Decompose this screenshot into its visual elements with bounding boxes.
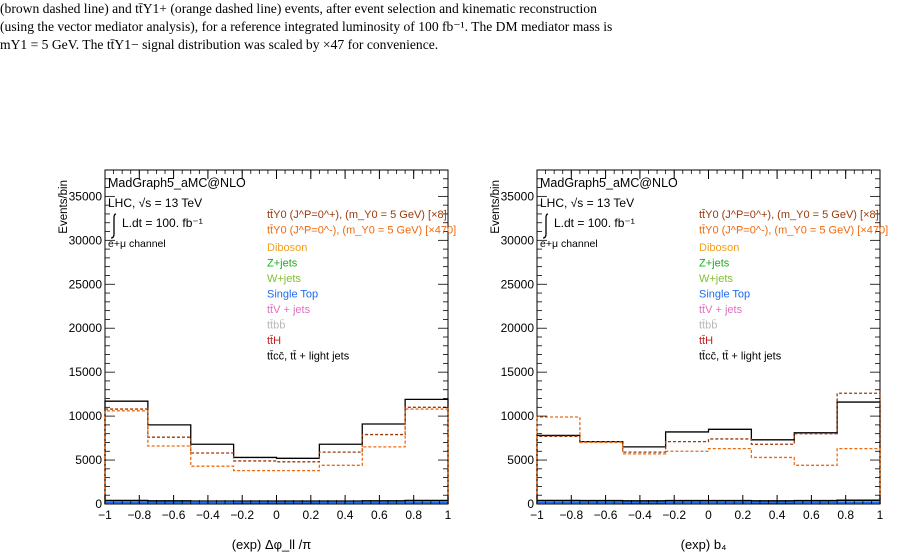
legend-entry-ttv: tt̄V + jets (267, 304, 311, 316)
y-tick-label: 15000 (69, 365, 103, 379)
info-text-0: MadGraph5_aMC@NLO (108, 176, 246, 190)
legend-entry-signal_pseudo: tt̄Y0 (J^P=0^-), (m_Y0 = 5 GeV) [×470] (699, 224, 888, 236)
y-axis-label: Events/bin (58, 180, 70, 234)
legend-entry-diboson: Diboson (699, 242, 739, 254)
background-line-ttcc (537, 500, 880, 501)
y-tick-label: 30000 (69, 233, 103, 247)
x-tick-label: −1 (530, 508, 544, 522)
x-tick-label: 1 (445, 508, 452, 522)
x-tick-label: −0.2 (230, 508, 254, 522)
integral-sign (111, 214, 116, 238)
y-tick-label: 30000 (501, 233, 535, 247)
x-tick-label: 0.2 (734, 508, 751, 522)
y-tick-label: 25000 (501, 277, 535, 291)
plot-frame (105, 170, 448, 504)
legend-entry-singletop: Single Top (267, 289, 318, 301)
y-tick-label: 10000 (69, 409, 103, 423)
info-text-3: e+μ channel (108, 238, 166, 250)
x-tick-label: −0.6 (594, 508, 618, 522)
legend-entry-tth: tt̄H (699, 335, 713, 347)
x-tick-label: 0.6 (803, 508, 820, 522)
series-signal_pseudo (537, 417, 880, 504)
legend-entry-signal_scalar: tt̄Y0 (J^P=0^+), (m_Y0 = 5 GeV) [×8] (267, 209, 447, 221)
x-tick-label: 1 (877, 508, 884, 522)
y-tick-label: 10000 (501, 409, 535, 423)
x-tick-label: −0.2 (662, 508, 686, 522)
legend-entry-zjets: Z+jets (267, 258, 298, 270)
y-tick-label: 0 (95, 497, 102, 511)
y-tick-label: 0 (527, 497, 534, 511)
legend-entry-tth: tt̄H (267, 335, 281, 347)
legend-entry-ttcc: tt̄cc̄, tt̄ + light jets (267, 350, 350, 362)
legend-entry-ttbb: tt̄bb̄ (267, 319, 285, 332)
legend-entry-ttv: tt̄V + jets (699, 304, 743, 316)
background-line-ttcc (105, 500, 448, 501)
caption-line-1: (brown dashed line) and tt̄Y1+ (orange d… (0, 0, 919, 18)
x-axis-label: (exp) b₄ (681, 537, 727, 552)
x-tick-label: 0.4 (337, 508, 354, 522)
series-sm_total (537, 402, 880, 504)
legend-entry-ttcc: tt̄cc̄, tt̄ + light jets (699, 350, 782, 362)
legend-entry-signal_scalar: tt̄Y0 (J^P=0^+), (m_Y0 = 5 GeV) [×8] (699, 209, 879, 221)
info-text-1: LHC, √s = 13 TeV (108, 196, 202, 210)
x-tick-label: −1 (98, 508, 112, 522)
series-signal_scalar (105, 407, 448, 504)
x-tick-label: −0.8 (127, 508, 151, 522)
x-tick-label: 0 (705, 508, 712, 522)
y-tick-label: 5000 (507, 453, 534, 467)
y-tick-label: 35000 (69, 189, 103, 203)
y-tick-label: 35000 (501, 189, 535, 203)
y-axis-label: Events/bin (490, 180, 502, 234)
info-text-2: L.dt = 100. fb⁻¹ (554, 216, 635, 230)
legend-entry-singletop: Single Top (699, 289, 750, 301)
x-tick-label: −0.4 (628, 508, 652, 522)
x-tick-label: −0.6 (162, 508, 186, 522)
legend-entry-diboson: Diboson (267, 242, 307, 254)
plot-frame (537, 170, 880, 504)
caption-line-2: (using the vector mediator analysis), fo… (0, 18, 919, 36)
figure-caption: (brown dashed line) and tt̄Y1+ (orange d… (0, 0, 919, 54)
x-tick-label: 0.6 (371, 508, 388, 522)
series-signal_scalar (537, 393, 880, 504)
integral-sign (543, 214, 548, 238)
x-tick-label: 0.8 (837, 508, 854, 522)
info-text-1: LHC, √s = 13 TeV (540, 196, 634, 210)
legend-entry-ttbb: tt̄bb̄ (699, 319, 717, 332)
y-tick-label: 20000 (69, 321, 103, 335)
caption-line-3: mY1 = 5 GeV. The tt̄Y1− signal distribut… (0, 36, 919, 54)
y-tick-label: 25000 (69, 277, 103, 291)
info-text-3: e+μ channel (540, 238, 598, 250)
x-tick-label: −0.8 (559, 508, 583, 522)
x-tick-label: −0.4 (196, 508, 220, 522)
x-tick-label: 0.2 (302, 508, 319, 522)
info-text-0: MadGraph5_aMC@NLO (540, 176, 678, 190)
legend-entry-wjets: W+jets (699, 273, 733, 285)
x-axis-label: (exp) Δφ_ll /π (232, 537, 312, 552)
x-tick-label: 0.8 (405, 508, 422, 522)
y-tick-label: 5000 (75, 453, 102, 467)
info-text-2: L.dt = 100. fb⁻¹ (122, 216, 203, 230)
x-tick-label: 0 (273, 508, 280, 522)
legend-entry-zjets: Z+jets (699, 258, 730, 270)
series-signal_pseudo (105, 409, 448, 504)
y-tick-label: 20000 (501, 321, 535, 335)
legend-entry-wjets: W+jets (267, 273, 301, 285)
x-tick-label: 0.4 (769, 508, 786, 522)
y-tick-label: 15000 (501, 365, 535, 379)
series-sm_total (105, 399, 448, 504)
legend-entry-signal_pseudo: tt̄Y0 (J^P=0^-), (m_Y0 = 5 GeV) [×470] (267, 224, 456, 236)
